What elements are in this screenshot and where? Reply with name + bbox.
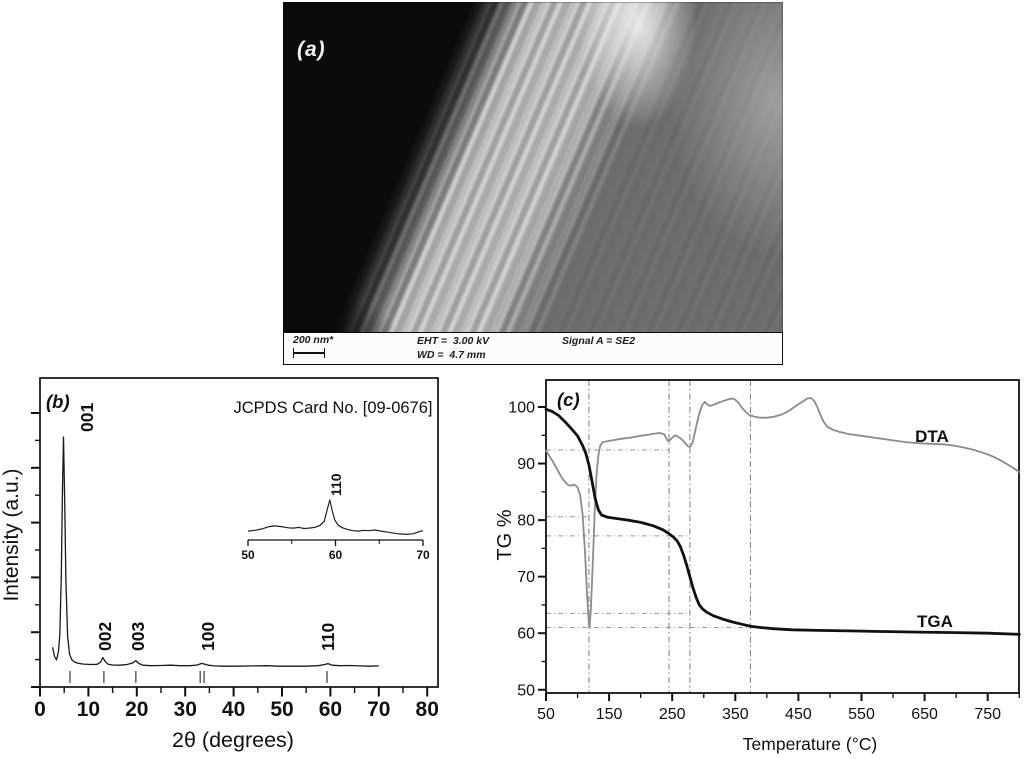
inset-peak-label-110: 110 [328,473,344,496]
peak-label-001: 001 [77,403,97,432]
tga-curve [544,407,1021,636]
y-tick-label: 90 [517,456,535,473]
panel-b-label: (b) [46,391,70,412]
y-tick-label: 50 [517,682,535,699]
y-tick-label: 80 [517,513,535,530]
y-tick-label: 70 [517,569,535,586]
x-tick-label: 20 [125,698,148,721]
y-tick-label: 60 [517,626,535,643]
panel-c-tga-dta-chart: 50 150 250 350 450 550 650 750 50 60 70 80 90 100 DTA T… [494,379,1021,754]
x-tick-label: 550 [848,706,875,723]
scale-bar-label: 200 nm* [293,334,334,346]
x-tick-label: 70 [367,698,390,721]
inset-tick-label: 50 [241,548,255,562]
plot-frame [39,377,439,688]
x-tick-label: 150 [596,706,623,723]
plot-frame [545,379,1020,694]
x-tick-label: 60 [319,698,342,721]
y-axis-title: Intensity (a.u.) [0,468,23,601]
x-tick-label: 40 [222,698,245,721]
x-axis-title: 2θ (degrees) [172,728,294,752]
peak-label-002: 002 [95,622,115,651]
xrd-curve [51,436,379,667]
inset-tick-label: 60 [329,548,343,562]
curve-label-tga: TGA [917,612,953,631]
panel-b-xrd-chart: 0 10 20 30 40 50 60 70 80 001 002 003 100 110 (b) JCPDS… [0,377,439,752]
sem-info-bar: 200 nm* EHT = 3.00 kV WD = 4.7 mm Signal… [283,332,783,365]
x-tick-label: 450 [785,706,812,723]
y-tick-label: 100 [508,400,535,417]
x-tick-label: 750 [974,706,1001,723]
x-tick-label: 30 [174,698,197,721]
jcpds-annotation: JCPDS Card No. [09-0676] [233,399,432,417]
curve-label-dta: DTA [915,427,949,446]
dta-curve [545,397,1021,629]
signal-value: Signal A = SE2 [562,335,636,347]
panel-a-sem-image: (a) 200 nm* EHT = 3.00 kV WD = 4.7 mm Si… [283,2,783,365]
panel-a-label: (a) [297,38,326,61]
x-tick-label: 350 [722,706,749,723]
x-tick-label: 50 [270,698,293,721]
inset-curve [247,499,424,535]
inset-tick-label: 70 [416,548,430,562]
peak-label-003: 003 [128,622,148,651]
eht-value: EHT = 3.00 kV [417,335,490,347]
panel-c-label: (c) [557,389,580,410]
peak-label-110: 110 [318,623,338,651]
x-tick-label: 50 [537,706,555,723]
x-tick-label: 0 [34,698,46,721]
scale-bar-ruler-icon [293,348,325,358]
peak-label-100: 100 [198,622,218,651]
x-tick-label: 650 [911,706,938,723]
sem-micrograph-texture [283,2,783,365]
wd-value: WD = 4.7 mm [417,349,486,361]
y-axis-title: TG % [494,509,516,560]
x-tick-label: 80 [416,698,439,721]
x-tick-label: 250 [659,706,686,723]
x-axis-title: Temperature (°C) [743,734,877,754]
x-tick-label: 10 [77,698,100,721]
